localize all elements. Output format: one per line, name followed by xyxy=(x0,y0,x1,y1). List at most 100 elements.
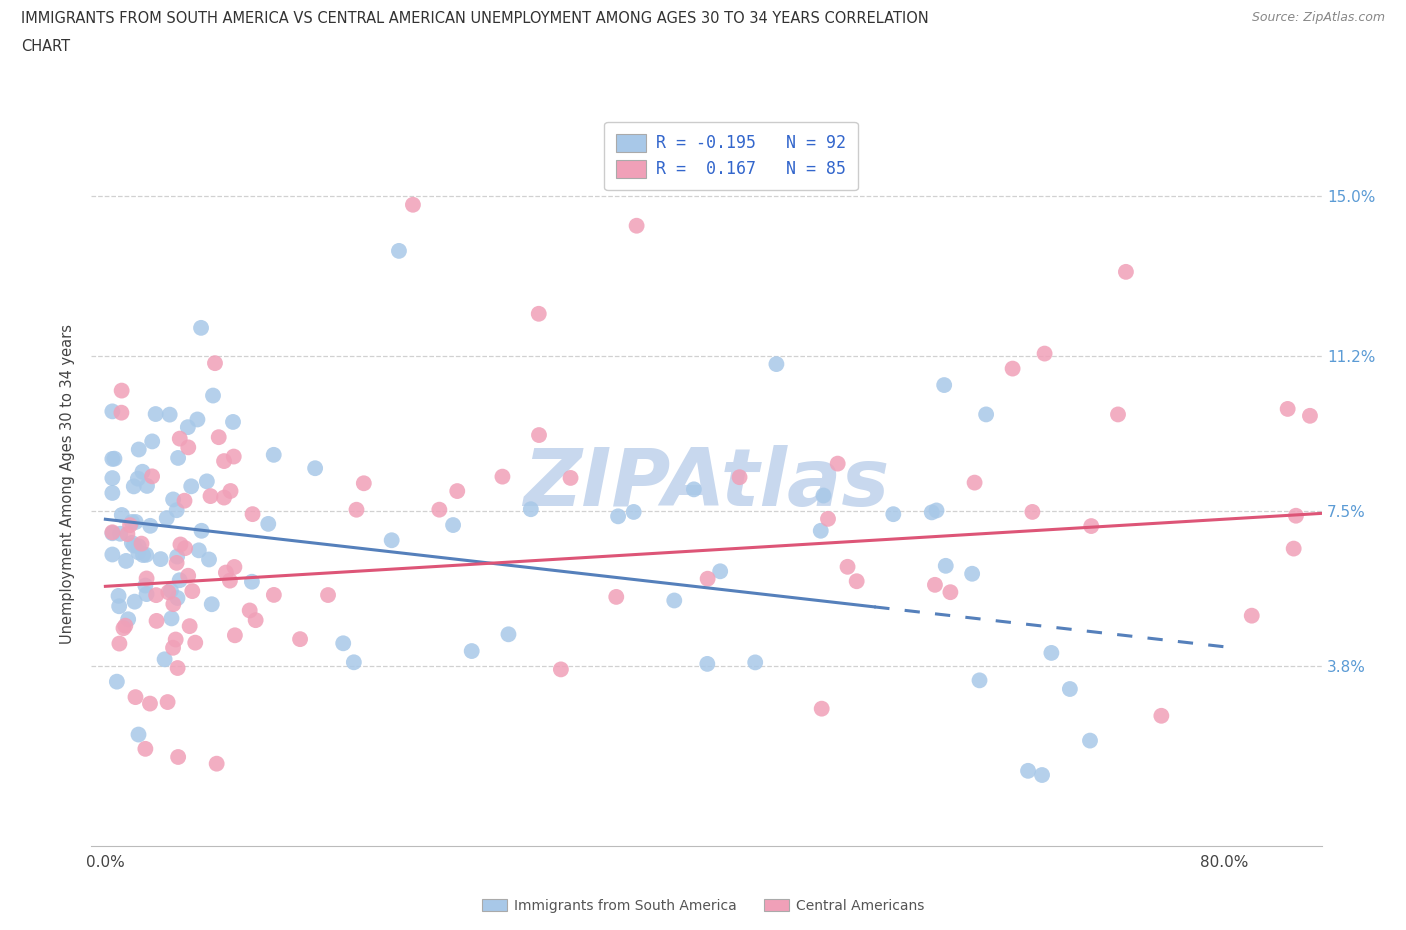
Point xyxy=(550,662,572,677)
Point xyxy=(427,502,450,517)
Point xyxy=(101,525,124,540)
Point xyxy=(108,599,131,614)
Point xyxy=(813,488,835,503)
Point xyxy=(935,558,957,573)
Point xyxy=(118,518,141,533)
Point xyxy=(125,514,148,529)
Point xyxy=(121,536,143,551)
Point xyxy=(103,451,125,466)
Point xyxy=(162,641,184,656)
Point xyxy=(1299,408,1322,423)
Point xyxy=(245,613,267,628)
Point xyxy=(263,588,285,603)
Point xyxy=(827,457,849,472)
Point xyxy=(934,378,956,392)
Point xyxy=(728,470,751,485)
Point xyxy=(969,673,991,688)
Point xyxy=(1240,608,1263,623)
Point xyxy=(186,412,208,427)
Point xyxy=(141,469,163,484)
Point xyxy=(1021,504,1043,519)
Point xyxy=(212,454,235,469)
Point xyxy=(219,573,242,588)
Point xyxy=(117,526,139,541)
Legend: R = -0.195   N = 92, R =  0.167   N = 85: R = -0.195 N = 92, R = 0.167 N = 85 xyxy=(605,122,858,190)
Point xyxy=(166,503,188,518)
Point xyxy=(810,701,832,716)
Point xyxy=(441,518,464,533)
Point xyxy=(111,508,134,523)
Point xyxy=(1282,541,1305,556)
Point xyxy=(200,488,222,503)
Point xyxy=(115,553,138,568)
Point xyxy=(626,219,648,233)
Point xyxy=(1115,264,1137,279)
Point xyxy=(187,543,209,558)
Point xyxy=(683,482,706,497)
Point xyxy=(353,476,375,491)
Point xyxy=(664,593,686,608)
Point xyxy=(527,428,550,443)
Point xyxy=(169,432,191,446)
Point xyxy=(131,464,153,479)
Point xyxy=(181,584,204,599)
Point xyxy=(837,559,859,574)
Point xyxy=(132,548,155,563)
Point xyxy=(167,450,190,465)
Point xyxy=(157,585,180,600)
Point xyxy=(974,407,997,422)
Point xyxy=(122,479,145,494)
Point xyxy=(810,524,832,538)
Point xyxy=(963,475,986,490)
Point xyxy=(128,727,150,742)
Point xyxy=(527,306,550,321)
Point xyxy=(491,470,513,485)
Point xyxy=(446,484,468,498)
Point xyxy=(108,636,131,651)
Point xyxy=(198,552,221,567)
Point xyxy=(939,585,962,600)
Point xyxy=(208,430,231,445)
Point xyxy=(195,474,218,489)
Point xyxy=(224,560,246,575)
Point xyxy=(166,591,188,605)
Point xyxy=(166,660,188,675)
Legend: Immigrants from South America, Central Americans: Immigrants from South America, Central A… xyxy=(477,894,929,919)
Point xyxy=(124,690,146,705)
Point xyxy=(159,407,181,422)
Point xyxy=(101,451,124,466)
Point xyxy=(145,588,167,603)
Point xyxy=(162,597,184,612)
Point xyxy=(105,674,128,689)
Point xyxy=(101,485,124,500)
Point xyxy=(316,588,339,603)
Point xyxy=(173,493,195,508)
Point xyxy=(135,548,157,563)
Point xyxy=(239,603,262,618)
Point xyxy=(167,750,190,764)
Point xyxy=(1033,346,1056,361)
Point xyxy=(1277,402,1299,417)
Point xyxy=(1059,682,1081,697)
Point xyxy=(135,571,157,586)
Point xyxy=(498,627,520,642)
Text: CHART: CHART xyxy=(21,39,70,54)
Point xyxy=(169,537,191,551)
Point xyxy=(1040,645,1063,660)
Point xyxy=(141,434,163,449)
Point xyxy=(101,525,124,539)
Point xyxy=(696,571,718,586)
Point xyxy=(156,695,179,710)
Point xyxy=(388,244,411,259)
Point xyxy=(145,406,167,421)
Point xyxy=(110,526,132,541)
Point xyxy=(112,620,135,635)
Point xyxy=(343,655,366,670)
Point xyxy=(817,512,839,526)
Point xyxy=(332,636,354,651)
Point xyxy=(177,568,200,583)
Point xyxy=(160,611,183,626)
Point xyxy=(623,504,645,519)
Y-axis label: Unemployment Among Ages 30 to 34 years: Unemployment Among Ages 30 to 34 years xyxy=(60,324,76,644)
Point xyxy=(402,197,425,212)
